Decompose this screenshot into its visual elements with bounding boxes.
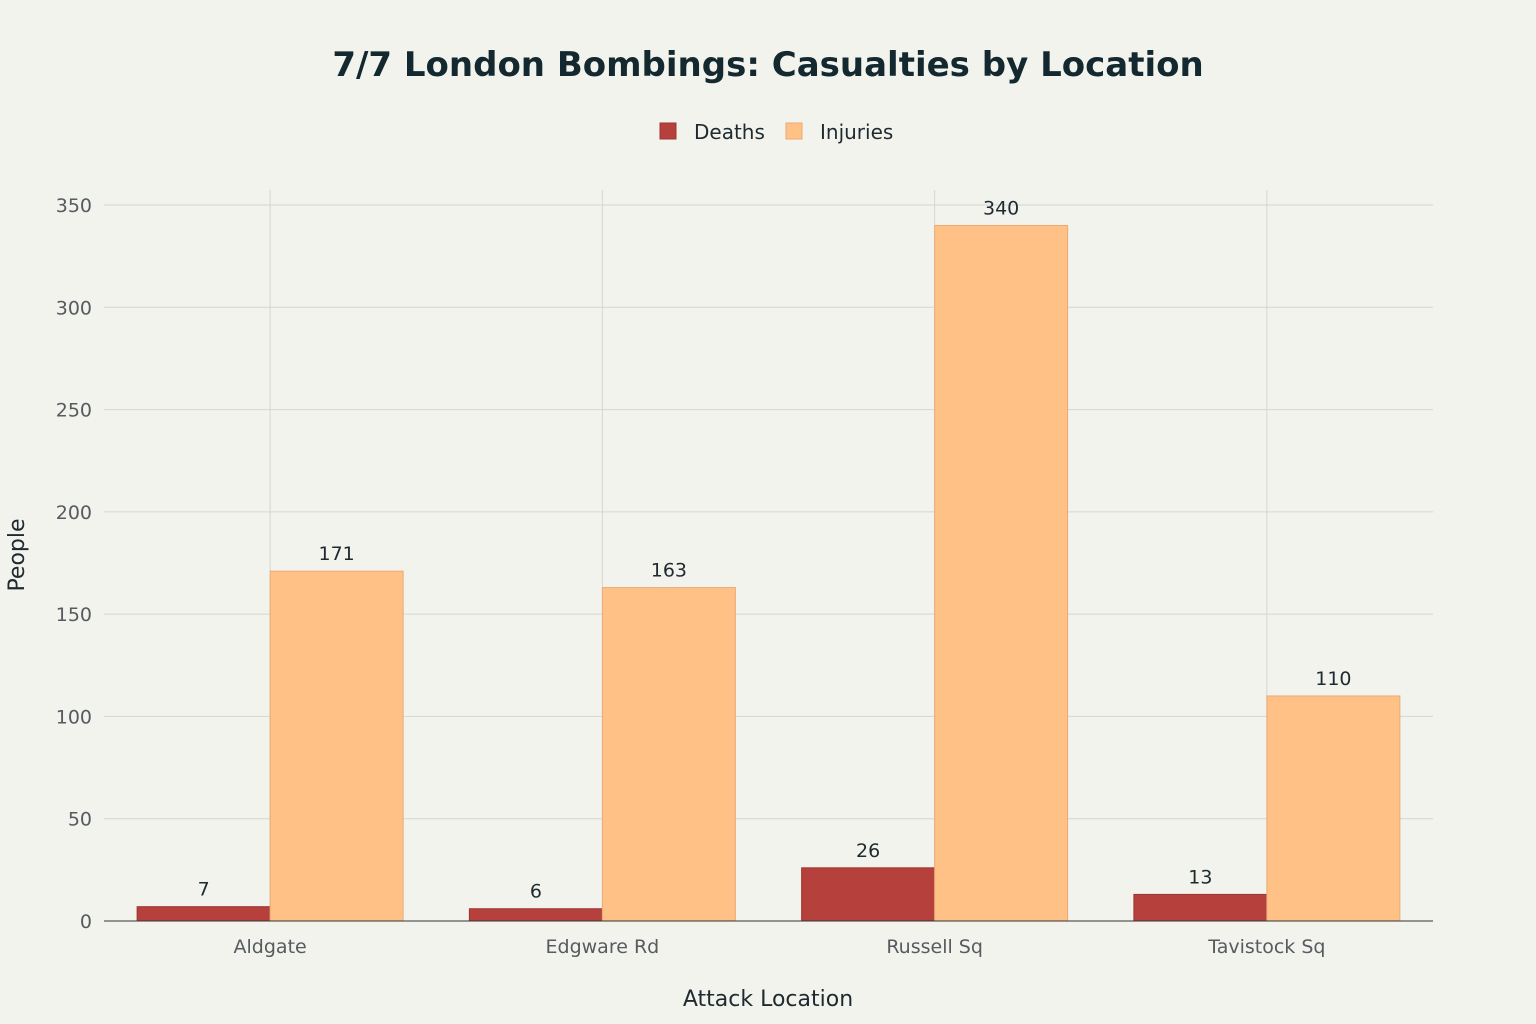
chart-title: 7/7 London Bombings: Casualties by Locat…: [332, 45, 1203, 85]
data-label-deaths-3: 13: [1188, 866, 1212, 888]
legend: Deaths Injuries: [659, 120, 893, 144]
bar-deaths-1: [468, 908, 603, 922]
x-tick-label-0: Aldgate: [234, 936, 307, 958]
bar-injuries-2: [934, 224, 1069, 922]
legend-label-injuries: Injuries: [820, 120, 893, 144]
x-tick-label-3: Tavistock Sq: [1207, 936, 1325, 958]
x-tick-label-2: Russell Sq: [886, 936, 983, 958]
data-labels: 7 171 6 163 26 340 13 110: [198, 197, 1352, 902]
bar-injuries-3: [1266, 695, 1401, 922]
y-axis-title: People: [5, 518, 30, 591]
bar-deaths-3: [1133, 893, 1268, 922]
y-tick-label-250: 250: [56, 400, 92, 422]
data-label-deaths-0: 7: [198, 879, 210, 901]
x-tick-label-1: Edgware Rd: [546, 936, 660, 958]
x-axis-title: Attack Location: [683, 987, 853, 1012]
y-tick-label-100: 100: [56, 706, 92, 728]
data-label-injuries-0: 171: [318, 543, 354, 565]
data-label-injuries-2: 340: [983, 197, 1019, 219]
bars: [136, 224, 1401, 922]
y-axis-ticks: 0 50 100 150 200 250 300 350: [56, 195, 92, 933]
bar-deaths-2: [801, 867, 936, 922]
data-label-injuries-1: 163: [651, 560, 687, 582]
y-tick-label-150: 150: [56, 604, 92, 626]
bar-deaths-0: [136, 906, 271, 922]
y-tick-label-300: 300: [56, 297, 92, 319]
bar-injuries-0: [269, 570, 404, 922]
bar-injuries-1: [601, 587, 736, 922]
y-tick-label-350: 350: [56, 195, 92, 217]
data-label-injuries-3: 110: [1315, 668, 1351, 690]
y-tick-label-200: 200: [56, 502, 92, 524]
y-tick-label-50: 50: [68, 809, 92, 831]
data-label-deaths-1: 6: [530, 881, 542, 903]
data-label-deaths-2: 26: [856, 840, 880, 862]
y-tick-label-0: 0: [80, 911, 92, 933]
legend-label-deaths: Deaths: [694, 120, 765, 144]
legend-swatch-injuries: [785, 122, 803, 140]
x-axis-ticks: Aldgate Edgware Rd Russell Sq Tavistock Sq: [234, 936, 1326, 958]
legend-swatch-deaths: [659, 122, 677, 140]
